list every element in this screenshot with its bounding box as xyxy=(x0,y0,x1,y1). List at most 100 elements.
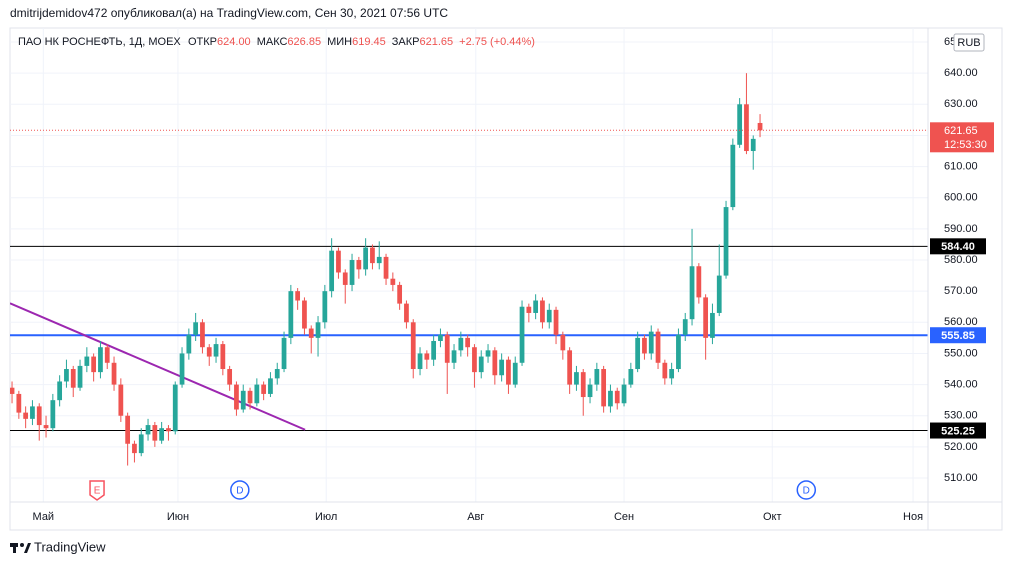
candle-body xyxy=(458,337,464,351)
event-marker xyxy=(230,480,250,500)
ohlc-close-label: ЗАКР xyxy=(392,36,420,48)
candle-body xyxy=(104,347,110,363)
countdown: 12:53:30 xyxy=(944,139,987,151)
candle-body xyxy=(268,378,273,394)
y-tick-label: 630.00 xyxy=(944,98,978,110)
y-tick-label: 600.00 xyxy=(944,192,978,204)
event-label: D xyxy=(803,486,810,497)
candle-body xyxy=(302,300,307,329)
currency-badge[interactable] xyxy=(953,33,985,52)
candle-body xyxy=(750,138,756,152)
candle-body xyxy=(424,353,430,360)
brand: TradingView xyxy=(34,539,106,554)
x-tick-label: Ноя xyxy=(903,511,923,523)
candle-body xyxy=(16,393,22,413)
y-tick-label: 510.00 xyxy=(944,472,978,484)
candle-body xyxy=(363,247,369,270)
candle-body xyxy=(696,266,702,298)
x-tick-label: Окт xyxy=(763,511,782,523)
candle-body xyxy=(472,347,477,373)
candle-body xyxy=(145,425,151,435)
candle-body xyxy=(159,428,165,441)
plot: 510.00 520.00 530.00 540.00 550.00 560.00 570.… xyxy=(10,28,1002,530)
y-tick-label: 570.00 xyxy=(944,285,978,297)
candle-body xyxy=(84,356,90,366)
candle-body xyxy=(506,359,511,385)
level-badge xyxy=(930,327,986,344)
candle-body xyxy=(512,362,518,385)
candle-body xyxy=(438,334,443,341)
candle-body xyxy=(36,406,42,426)
plot-area xyxy=(10,28,928,502)
candle-body xyxy=(546,309,552,323)
candle-body xyxy=(193,322,199,335)
y-tick-label: 640.00 xyxy=(944,67,978,79)
ohlc-change: +2.75 (+0.44%) xyxy=(459,36,535,48)
candle-body xyxy=(499,359,505,376)
candle-body xyxy=(594,369,600,385)
candle-body xyxy=(676,334,681,370)
candle-body xyxy=(261,384,267,394)
candle-body xyxy=(567,350,573,385)
candle-body xyxy=(315,322,321,338)
candle-body xyxy=(710,312,715,338)
trend-line xyxy=(10,302,306,431)
candle-body xyxy=(125,415,131,444)
candle-body xyxy=(716,275,722,313)
candle-body xyxy=(492,350,498,376)
candle-body xyxy=(383,256,389,279)
candle-body xyxy=(295,291,301,301)
candle-body xyxy=(166,428,171,432)
symbol: ПАО НК РОСНЕФТЬ, 1Д, MOEX xyxy=(18,36,181,48)
ohlc-low-label: МИН xyxy=(327,36,352,48)
candle-body xyxy=(234,384,239,410)
candle-body xyxy=(744,104,749,152)
candle-body xyxy=(64,369,69,382)
ohlc-open-label: ОТКР xyxy=(188,36,217,48)
candle-body xyxy=(723,207,729,276)
candle-body xyxy=(580,372,586,398)
candle-body xyxy=(288,291,294,338)
ohlc-legend: ОТКР 624.00 МАКС 626.85 МИН 619.45 ЗАКР 621.65 +… xyxy=(188,36,535,48)
ohlc-close-value: 621.65 xyxy=(419,36,453,48)
candle-body xyxy=(30,406,35,419)
candle-body xyxy=(206,347,212,357)
x-tick-label: Июн xyxy=(167,511,189,523)
candle-body xyxy=(43,425,49,429)
candle-body xyxy=(587,384,593,398)
level-label: 555.85 xyxy=(941,330,975,342)
candle-body xyxy=(553,309,559,335)
ohlc-high-label: МАКС xyxy=(257,36,288,48)
candle-body xyxy=(608,390,613,407)
ohlc-high-value: 626.85 xyxy=(287,36,321,48)
candle-body xyxy=(648,331,654,354)
candle-body xyxy=(560,334,566,351)
candle-body xyxy=(642,337,647,354)
candle-body xyxy=(274,369,280,379)
candle-body xyxy=(132,443,137,454)
candle-body xyxy=(410,322,416,370)
x-tick-label: Май xyxy=(33,511,55,523)
logo xyxy=(10,543,31,553)
candle-body xyxy=(98,347,103,373)
candle-body xyxy=(213,344,219,357)
currency[interactable]: RUB xyxy=(957,37,980,49)
event-label: D xyxy=(236,486,243,497)
event-marker xyxy=(796,480,817,500)
candle-body xyxy=(737,104,743,145)
candle-body xyxy=(540,300,545,323)
candle-body xyxy=(526,306,532,313)
candle-body xyxy=(10,387,15,394)
candle-body xyxy=(91,356,97,373)
candle-body xyxy=(662,362,668,379)
candle-body xyxy=(601,369,607,407)
candle-body xyxy=(23,412,29,419)
candle-body xyxy=(614,390,620,404)
ohlc-open-value: 624.00 xyxy=(217,36,251,48)
candle-body xyxy=(254,384,260,404)
chart-frame xyxy=(9,27,1003,531)
candle-body xyxy=(404,303,409,323)
candle-body xyxy=(240,390,246,410)
candle-body xyxy=(431,340,437,360)
